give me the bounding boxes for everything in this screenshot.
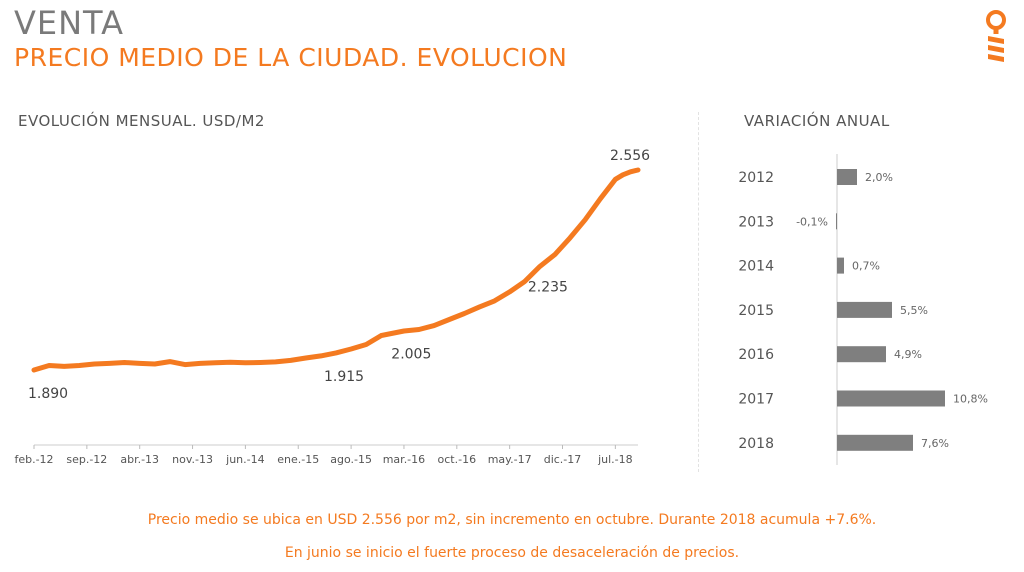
x-tick-label: jun.-14 <box>225 453 264 466</box>
bar <box>837 257 844 274</box>
x-tick-label: nov.-13 <box>172 453 213 466</box>
data-label: 2.005 <box>391 346 431 362</box>
category-label: 2016 <box>738 347 774 363</box>
section-divider <box>698 112 699 472</box>
footer-note-1: Precio medio se ubica en USD 2.556 por m… <box>147 512 877 528</box>
x-tick-label: mar.-16 <box>383 453 425 466</box>
x-tick-label: feb.-12 <box>14 453 53 466</box>
value-label: 0,7% <box>852 260 880 273</box>
bar <box>837 346 886 363</box>
line-chart-title: EVOLUCIÓN MENSUAL. USD/M2 <box>18 112 265 130</box>
bar-chart-title: VARIACIÓN ANUAL <box>744 112 890 130</box>
category-label: 2018 <box>738 436 774 452</box>
footer-note-2: En junio se inicio el fuerte proceso de … <box>284 545 740 561</box>
data-label: 1.915 <box>324 369 364 385</box>
value-label: 5,5% <box>900 304 928 317</box>
x-tick-label: abr.-13 <box>120 453 159 466</box>
x-tick-label: ago.-15 <box>330 453 372 466</box>
value-label: 7,6% <box>921 437 949 450</box>
x-tick-label: ene.-15 <box>277 453 319 466</box>
data-label: 2.556 <box>610 148 650 164</box>
line-chart: feb.-12 sep.-12 abr.-13 nov.-13 jun.-14 ene.-… <box>14 148 650 466</box>
bar <box>837 434 913 451</box>
category-label: 2012 <box>738 170 774 186</box>
bar <box>837 301 892 318</box>
bar <box>837 390 945 407</box>
x-tick-label: dic.-17 <box>544 453 582 466</box>
page-title: VENTA <box>14 4 124 42</box>
bar <box>837 169 857 185</box>
value-label: 4,9% <box>894 348 922 361</box>
x-tick-label: jul.-18 <box>597 453 633 466</box>
value-label: 10,8% <box>953 393 988 406</box>
category-label: 2013 <box>738 214 774 230</box>
category-label: 2015 <box>738 303 774 319</box>
category-label: 2017 <box>738 392 774 408</box>
x-tick-label: sep.-12 <box>66 453 107 466</box>
data-label: 2.235 <box>528 279 568 295</box>
category-label: 2014 <box>738 259 774 275</box>
page-subtitle: PRECIO MEDIO DE LA CIUDAD. EVOLUCION <box>14 43 568 72</box>
price-line <box>31 167 641 373</box>
bar-chart: 2012 2,0% 2013 -0,1% 2014 0,7% 2015 5,5% 2016 4,9… <box>738 154 988 465</box>
data-label: 1.890 <box>28 386 68 402</box>
x-tick-label: oct.-16 <box>438 453 477 466</box>
value-label: 2,0% <box>865 171 893 184</box>
bar <box>836 213 837 230</box>
key-icon <box>982 8 1010 68</box>
x-tick-label: may.-17 <box>488 453 532 466</box>
value-label: -0,1% <box>796 215 828 228</box>
